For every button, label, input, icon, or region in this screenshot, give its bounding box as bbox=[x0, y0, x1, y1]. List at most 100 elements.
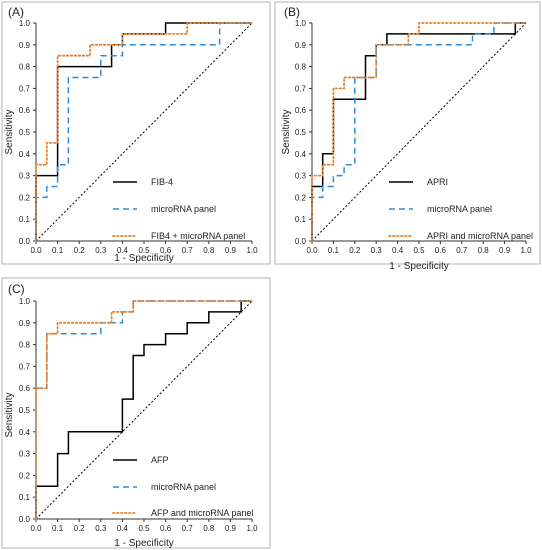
panel-a-x-tick-label: 1.0 bbox=[246, 246, 258, 255]
panel-a-legend-label-3: FIB4 + microRNA panel bbox=[151, 231, 245, 241]
panel-a-series-line-2 bbox=[35, 22, 252, 241]
panel-a-x-tick-label: 0.7 bbox=[182, 246, 194, 255]
panel-c-y-axis-label: Sensitivity bbox=[4, 392, 15, 437]
panel-a-x-tick-label: 0.8 bbox=[203, 246, 215, 255]
panel-b-x-tick-label: 0.9 bbox=[499, 246, 511, 255]
panel-b-x-tick-label: 0.2 bbox=[349, 246, 361, 255]
panel-c-x-tick-label: 1.0 bbox=[246, 524, 258, 533]
panel-b-x-tick-label: 0.5 bbox=[413, 246, 425, 255]
panel-c-x-tick-label: 0.4 bbox=[117, 524, 129, 533]
panel-a-legend-label-2: microRNA panel bbox=[151, 204, 216, 214]
panel-a-x-tick-label: 0.3 bbox=[95, 246, 107, 255]
panel-a-y-tick-label: 1.0 bbox=[19, 19, 31, 28]
panel-b-y-tick-label: 1.0 bbox=[295, 19, 307, 28]
panel-a-y-tick-label: 0.0 bbox=[19, 237, 31, 246]
panel-a-x-tick-label: 0.9 bbox=[225, 246, 237, 255]
panel-a-series-line-3 bbox=[35, 22, 253, 242]
panel-b-y-tick-label: 0.3 bbox=[295, 172, 307, 181]
panel-c-legend-label-3: AFP and microRNA panel bbox=[151, 508, 253, 518]
panel-a-y-tick-label: 0.1 bbox=[19, 215, 31, 224]
panel-c-y-tick-label: 0.8 bbox=[19, 341, 31, 350]
panel-c-x-tick-label: 0.9 bbox=[225, 524, 237, 533]
panel-a-x-tick-label: 0.5 bbox=[138, 246, 150, 255]
panel-b-y-tick-label: 0.6 bbox=[295, 106, 307, 115]
panel-b: (B) Sensitivity 1 - Specificity 0.0 0.1 0.… bbox=[274, 1, 541, 272]
panel-a-y-tick-label: 0.7 bbox=[19, 84, 31, 93]
panel-c-y-tick-label: 0.5 bbox=[19, 406, 31, 415]
panel-a-frame bbox=[1, 1, 271, 265]
panel-c-series-line-1 bbox=[35, 300, 252, 519]
panel-c-y-tick-label: 0.2 bbox=[19, 471, 31, 480]
panel-c-y-tick-label: 0.6 bbox=[19, 384, 31, 393]
panel-a-x-tick-label: 0.2 bbox=[74, 246, 86, 255]
panel-b-series-line-3 bbox=[311, 22, 527, 242]
panel-b-y-tick-label: 0.9 bbox=[295, 41, 307, 50]
panel-b-x-tick-label: 0.7 bbox=[456, 246, 468, 255]
panel-b-y-tick-label: 0.5 bbox=[295, 128, 307, 137]
panel-b-x-axis-label: 1 - Specificity bbox=[389, 261, 448, 272]
panel-c-x-tick-label: 0.0 bbox=[30, 524, 42, 533]
panel-b-x-tick-label: 0.6 bbox=[435, 246, 447, 255]
panel-b-x-tick-label: 0.0 bbox=[306, 246, 318, 255]
panel-b-y-axis-label: Sensitivity bbox=[281, 109, 292, 154]
panel-c-x-tick-label: 0.1 bbox=[52, 524, 64, 533]
panel-b-y-tick-label: 0.0 bbox=[295, 237, 307, 246]
panel-b-y-tick-label: 0.8 bbox=[295, 63, 307, 72]
panel-b-label: (B) bbox=[284, 5, 300, 19]
panel-b-y-tick-label: 0.4 bbox=[295, 150, 307, 159]
panel-a-y-tick-label: 0.2 bbox=[19, 193, 31, 202]
panel-c-y-tick-label: 0.7 bbox=[19, 362, 31, 371]
panel-c-legend-label-1: AFP bbox=[151, 455, 169, 465]
panel-b-x-tick-label: 1.0 bbox=[520, 246, 532, 255]
panel-a-y-tick-label: 0.4 bbox=[19, 150, 31, 159]
panel-c-legend-label-2: microRNA panel bbox=[151, 482, 216, 492]
panel-c-y-tick-label: 1.0 bbox=[19, 297, 31, 306]
panel-c-x-tick-label: 0.5 bbox=[138, 524, 150, 533]
panel-b-series-line-2 bbox=[311, 22, 526, 241]
panel-b-y-tick-label: 0.2 bbox=[295, 193, 307, 202]
panel-c-x-tick-label: 0.7 bbox=[182, 524, 194, 533]
panel-b-x-tick-label: 0.1 bbox=[328, 246, 340, 255]
panel-c-label: (C) bbox=[8, 282, 25, 296]
panel-c-x-tick-label: 0.6 bbox=[160, 524, 172, 533]
panel-b-reference-line bbox=[311, 22, 527, 242]
panel-c-x-tick-label: 0.8 bbox=[203, 524, 215, 533]
panel-a-y-tick-label: 0.5 bbox=[19, 128, 31, 137]
panel-c-frame bbox=[1, 277, 271, 549]
panel-c-x-tick-label: 0.3 bbox=[95, 524, 107, 533]
panel-c-y-tick-label: 0.3 bbox=[19, 450, 31, 459]
panel-b-legend-label-2: microRNA panel bbox=[427, 204, 492, 214]
panel-a-y-tick-label: 0.3 bbox=[19, 172, 31, 181]
panel-b-y-tick-label: 0.7 bbox=[295, 84, 307, 93]
panel-c-x-tick-label: 0.2 bbox=[74, 524, 86, 533]
panel-a-legend-label-1: FIB-4 bbox=[151, 177, 173, 187]
panel-a-x-tick-label: 0.4 bbox=[117, 246, 129, 255]
panel-b-x-tick-label: 0.3 bbox=[371, 246, 383, 255]
panel-a-y-axis-label: Sensitivity bbox=[4, 109, 15, 154]
panel-b-legend-label-1: APRI bbox=[427, 177, 448, 187]
panel-a-x-tick-label: 0.6 bbox=[160, 246, 172, 255]
panel-c-y-tick-label: 0.0 bbox=[19, 515, 31, 524]
panel-a-y-tick-label: 0.8 bbox=[19, 63, 31, 72]
panel-c-series-line-3 bbox=[35, 300, 253, 520]
panel-c-y-tick-label: 0.4 bbox=[19, 428, 31, 437]
panel-a-label: (A) bbox=[8, 5, 24, 19]
panel-c-reference-line bbox=[35, 300, 253, 520]
panel-b-frame bbox=[274, 1, 541, 265]
panel-c-y-tick-label: 0.1 bbox=[19, 493, 31, 502]
panel-c-y-tick-label: 0.9 bbox=[19, 319, 31, 328]
panel-a-x-tick-label: 0.1 bbox=[52, 246, 64, 255]
panel-c-x-axis-label: 1 - Specificity bbox=[114, 538, 173, 549]
panel-a-y-tick-label: 0.6 bbox=[19, 106, 31, 115]
panel-a-x-axis-label: 1 - Specificity bbox=[114, 253, 173, 264]
panel-b-x-tick-label: 0.4 bbox=[392, 246, 404, 255]
panel-a-x-tick-label: 0.0 bbox=[30, 246, 42, 255]
panel-b-y-tick-label: 0.1 bbox=[295, 215, 307, 224]
panel-b-x-tick-label: 0.8 bbox=[478, 246, 490, 255]
panel-a: (A) Sensitivity 1 - Specificity 0.0 0.1 0.… bbox=[1, 1, 271, 265]
panel-c: (C) Sensitivity 1 - Specificity 0.0 0.1 0.… bbox=[1, 277, 271, 549]
panel-b-legend-label-3: APRI and microRNA panel bbox=[427, 231, 533, 241]
panel-a-reference-line bbox=[35, 22, 253, 242]
